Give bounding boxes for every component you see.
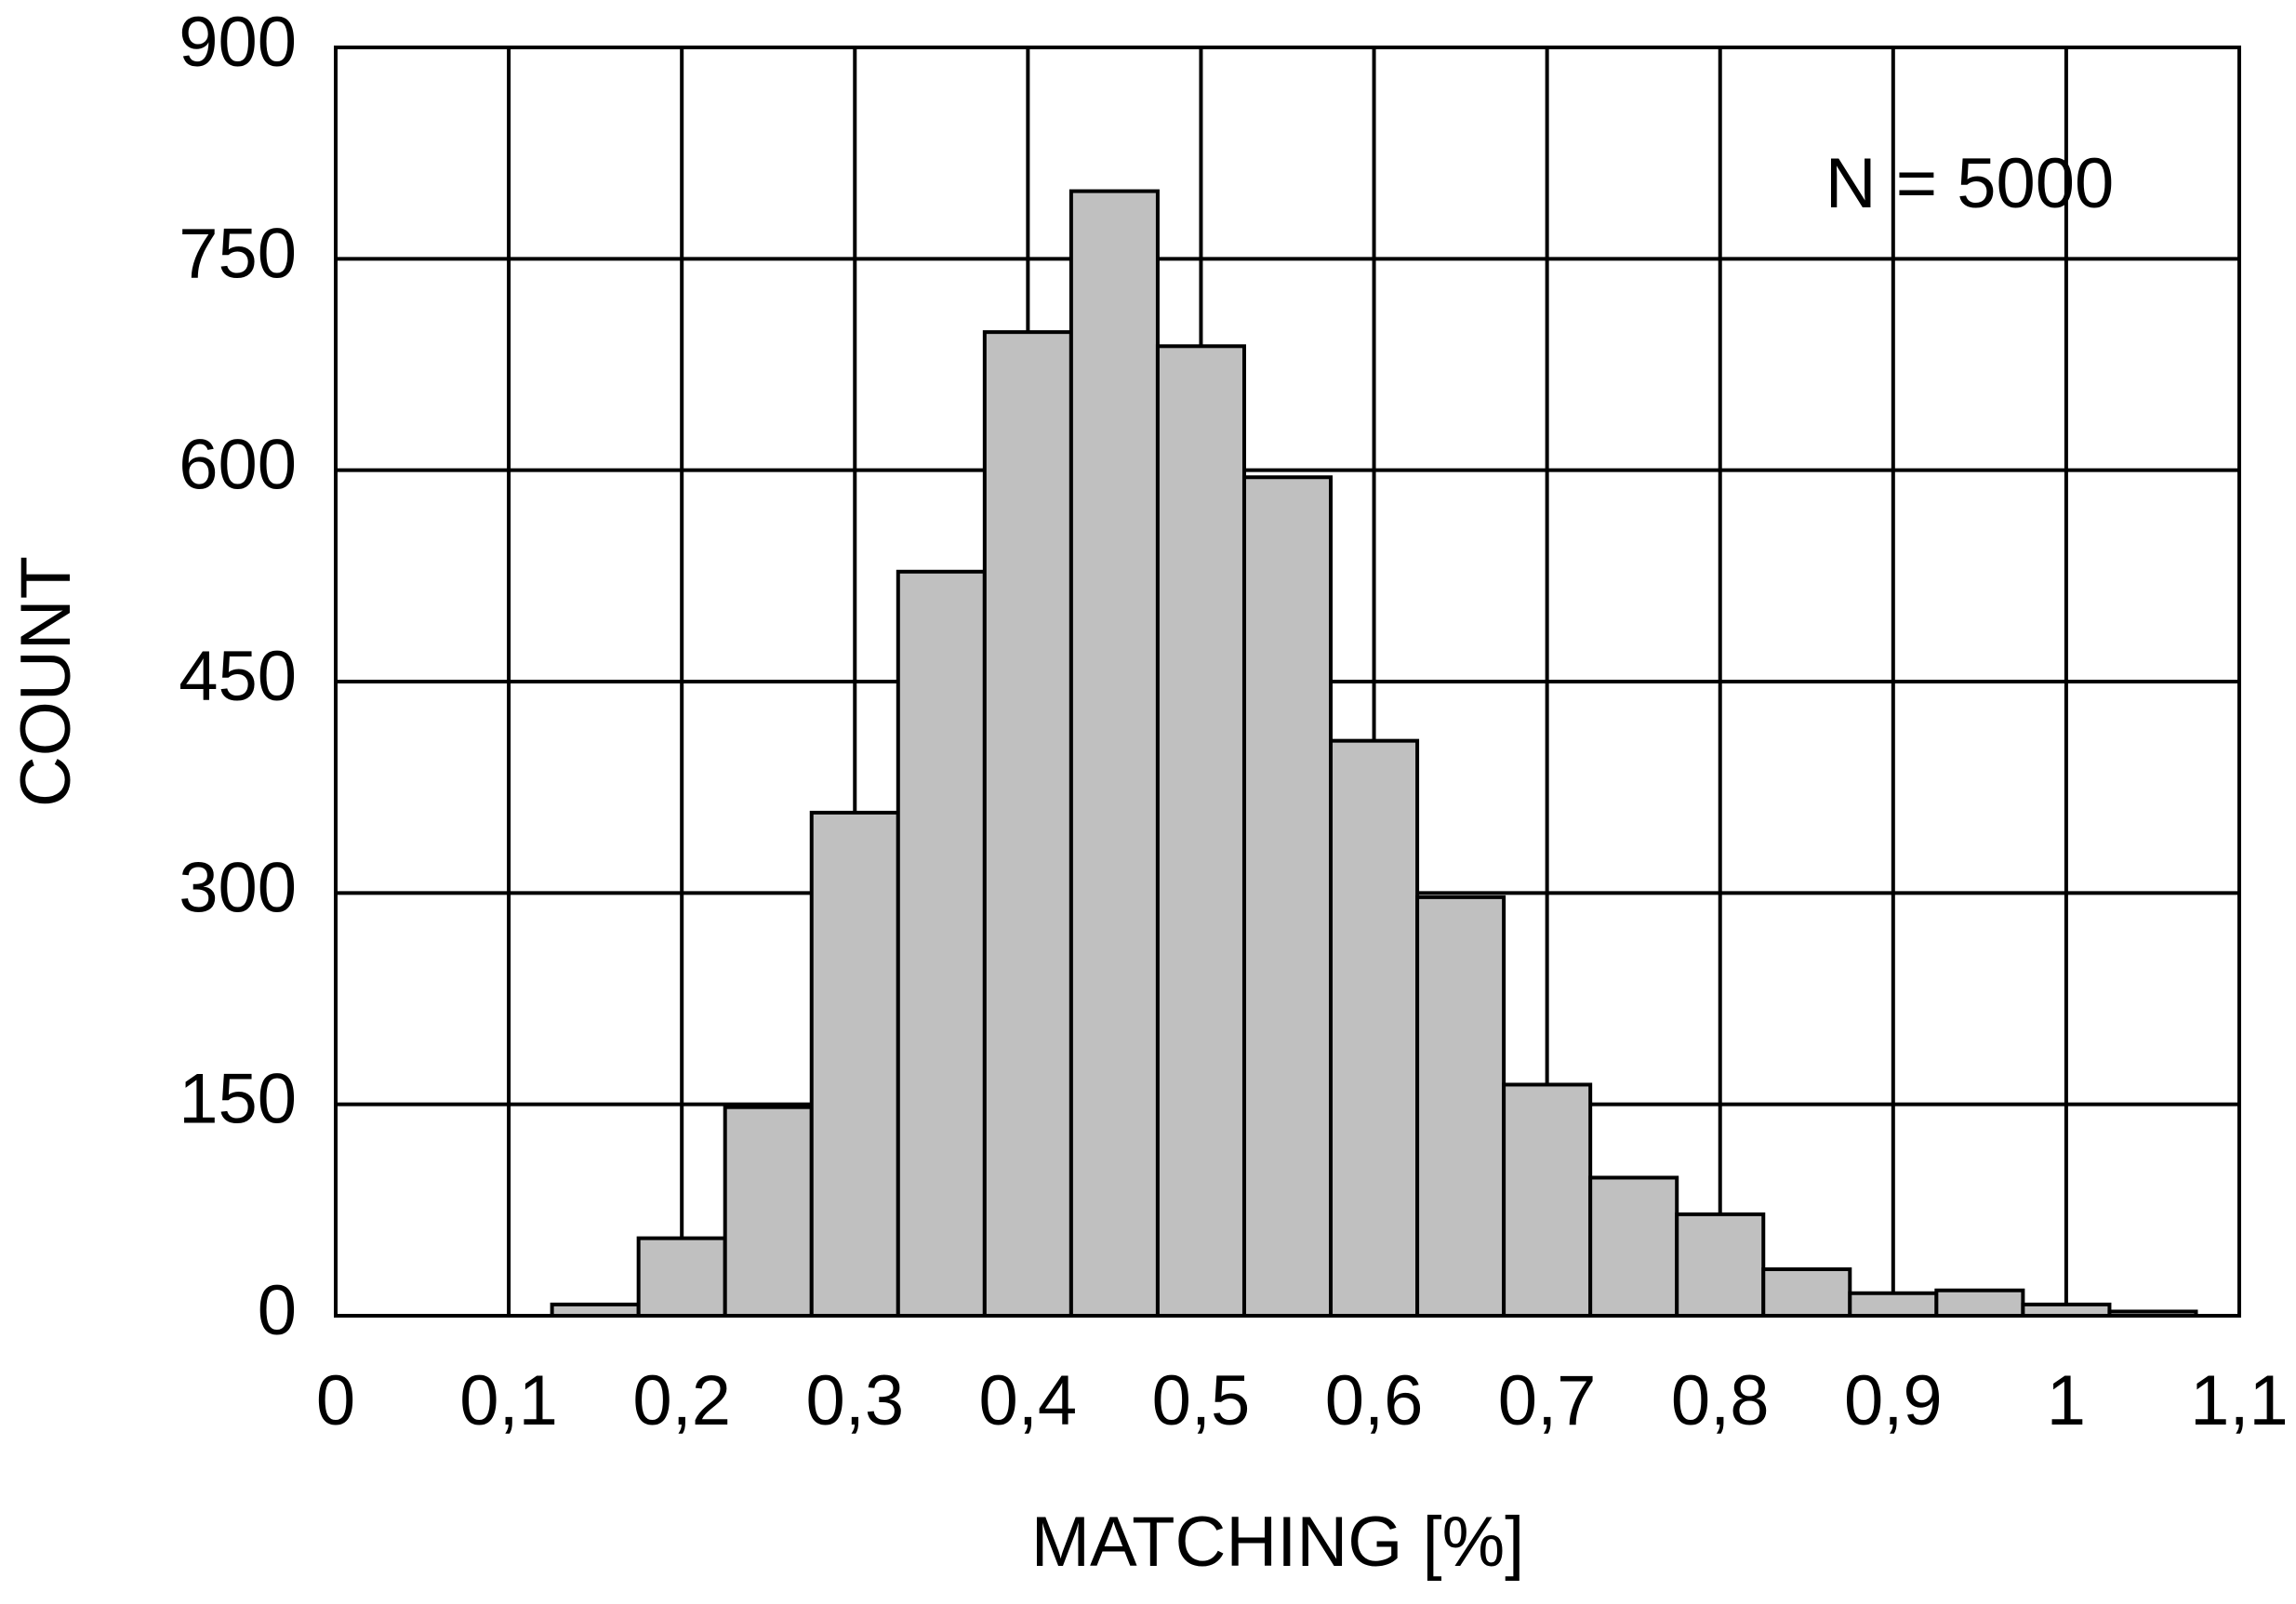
bar (1415, 895, 1506, 1318)
bar (1588, 1175, 1679, 1319)
y-tick-label: 750 (179, 214, 297, 293)
y-tick-label: 900 (179, 3, 297, 82)
bar (1329, 738, 1420, 1318)
bar (1502, 1082, 1593, 1318)
bar (1848, 1291, 1939, 1318)
bar (982, 330, 1073, 1318)
x-tick-label: 0,1 (459, 1361, 558, 1440)
y-tick-label: 150 (179, 1060, 297, 1139)
bar (1068, 189, 1160, 1318)
bar (1675, 1212, 1766, 1319)
bar (1241, 475, 1334, 1318)
bar (1761, 1266, 1852, 1319)
x-tick-label: 0,5 (1152, 1361, 1251, 1440)
bar (636, 1236, 727, 1318)
plot-border (334, 46, 2241, 1318)
bar (1934, 1288, 2025, 1318)
x-tick-label: 0 (316, 1361, 355, 1440)
x-tick-label: 0,4 (979, 1361, 1078, 1440)
y-tick-label: 450 (179, 637, 297, 716)
y-tick-label: 300 (179, 848, 297, 927)
x-tick-label: 0,3 (805, 1361, 904, 1440)
bar (809, 810, 900, 1318)
x-tick-label: 0,7 (1498, 1361, 1597, 1440)
x-tick-label: 0,2 (632, 1361, 731, 1440)
annotation: N = 5000 (1825, 144, 2115, 223)
bar (1155, 344, 1246, 1319)
y-axis-label: COUNT (7, 556, 86, 807)
bar (896, 569, 987, 1318)
x-tick-label: 1 (2047, 1361, 2086, 1440)
x-tick-label: 0,9 (1844, 1361, 1943, 1440)
y-tick-label: 0 (258, 1271, 297, 1350)
x-tick-label: 0,8 (1671, 1361, 1770, 1440)
y-tick-label: 600 (179, 426, 297, 505)
x-axis-label: MATCHING [%] (1031, 1503, 1525, 1582)
x-tick-label: 1,1 (2190, 1361, 2289, 1440)
bar (723, 1105, 814, 1318)
x-tick-label: 0,6 (1325, 1361, 1424, 1440)
